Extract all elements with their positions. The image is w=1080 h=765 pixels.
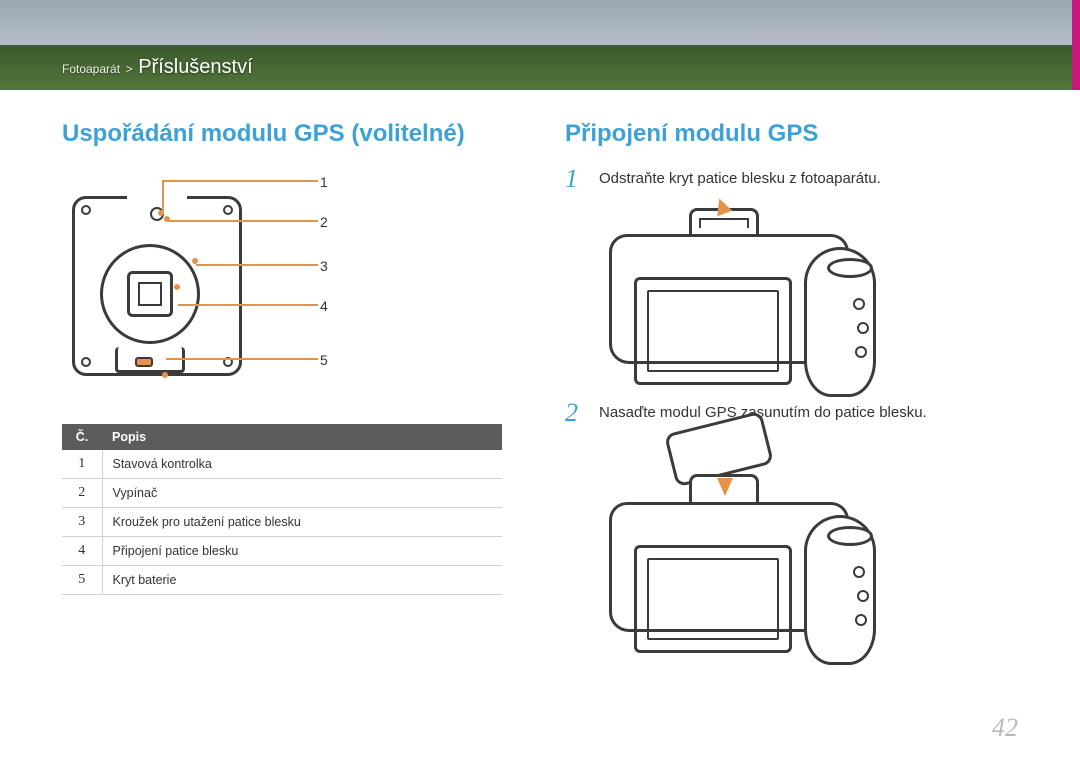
row-desc: Připojení patice blesku bbox=[102, 537, 502, 566]
screw-icon bbox=[81, 357, 91, 367]
table-header-row: Č. Popis bbox=[62, 424, 502, 450]
page-number: 42 bbox=[992, 713, 1018, 743]
row-num: 2 bbox=[62, 479, 102, 508]
camera-body-icon bbox=[609, 234, 849, 364]
leader-line-icon bbox=[178, 286, 318, 306]
leader-line-icon bbox=[162, 180, 164, 211]
mode-dial-icon bbox=[827, 526, 873, 546]
step-text: Odstraňte kryt patice blesku z fotoapará… bbox=[599, 166, 881, 192]
hotshoe-connector-icon bbox=[127, 271, 173, 317]
hotshoe-icon bbox=[699, 218, 749, 228]
camera-screen-icon bbox=[634, 277, 792, 385]
callout-number: 2 bbox=[320, 214, 328, 230]
row-desc: Stavová kontrolka bbox=[102, 450, 502, 479]
leader-line-icon bbox=[162, 180, 318, 211]
gps-module-figure: 1 2 3 4 5 bbox=[62, 166, 515, 406]
right-column: Připojení modulu GPS 1 Odstraňte kryt pa… bbox=[565, 120, 1018, 765]
callout-dot-icon bbox=[162, 372, 168, 378]
row-num: 4 bbox=[62, 537, 102, 566]
row-num: 3 bbox=[62, 508, 102, 537]
content-area: Uspořádání modulu GPS (volitelné) bbox=[0, 90, 1080, 765]
header-banner: Fotoaparát > Příslušenství bbox=[0, 0, 1080, 90]
screen-inner-icon bbox=[647, 558, 779, 640]
breadcrumb: Fotoaparát > Příslušenství bbox=[62, 56, 253, 79]
battery-latch-icon bbox=[135, 357, 153, 367]
camera-button-icon bbox=[853, 298, 865, 310]
insert-arrow-icon bbox=[717, 478, 733, 496]
col-header-description: Popis bbox=[102, 424, 502, 450]
camera-button-icon bbox=[857, 322, 869, 334]
breadcrumb-section: Příslušenství bbox=[138, 56, 252, 78]
callout-number: 1 bbox=[320, 174, 328, 190]
callout-number: 3 bbox=[320, 258, 328, 274]
page-root: Fotoaparát > Příslušenství Uspořádání mo… bbox=[0, 0, 1080, 765]
step-number: 2 bbox=[565, 400, 585, 426]
table-row: 4Připojení patice blesku bbox=[62, 537, 502, 566]
camera-body-icon bbox=[609, 502, 849, 632]
table-row: 1Stavová kontrolka bbox=[62, 450, 502, 479]
camera-button-icon bbox=[857, 590, 869, 602]
step-number: 1 bbox=[565, 166, 585, 192]
camera-button-icon bbox=[855, 614, 867, 626]
mode-dial-icon bbox=[827, 258, 873, 278]
callout-number: 4 bbox=[320, 298, 328, 314]
camera-grip-icon bbox=[804, 247, 876, 397]
row-num: 1 bbox=[62, 450, 102, 479]
row-desc: Vypínač bbox=[102, 479, 502, 508]
right-heading: Připojení modulu GPS bbox=[565, 120, 1018, 148]
parts-table: Č. Popis 1Stavová kontrolka 2Vypínač 3Kr… bbox=[62, 424, 502, 595]
row-desc: Kroužek pro utažení patice blesku bbox=[102, 508, 502, 537]
screw-icon bbox=[81, 205, 91, 215]
leader-line-icon bbox=[196, 264, 318, 266]
breadcrumb-category: Fotoaparát bbox=[62, 62, 120, 76]
col-header-number: Č. bbox=[62, 424, 102, 450]
camera-button-icon bbox=[853, 566, 865, 578]
row-num: 5 bbox=[62, 566, 102, 595]
row-desc: Kryt baterie bbox=[102, 566, 502, 595]
camera-button-icon bbox=[855, 346, 867, 358]
left-heading: Uspořádání modulu GPS (volitelné) bbox=[62, 120, 515, 148]
table-row: 3Kroužek pro utažení patice blesku bbox=[62, 508, 502, 537]
banner-accent-stripe bbox=[1072, 0, 1080, 90]
table-row: 2Vypínač bbox=[62, 479, 502, 508]
banner-sky bbox=[0, 0, 1080, 45]
callout-number: 5 bbox=[320, 352, 328, 368]
camera-figure-1 bbox=[599, 206, 889, 386]
leader-line-icon bbox=[166, 358, 318, 360]
step-1: 1 Odstraňte kryt patice blesku z fotoapa… bbox=[565, 166, 1018, 192]
camera-screen-icon bbox=[634, 545, 792, 653]
camera-grip-icon bbox=[804, 515, 876, 665]
table-row: 5Kryt baterie bbox=[62, 566, 502, 595]
leader-line-icon bbox=[168, 220, 318, 222]
left-column: Uspořádání modulu GPS (volitelné) bbox=[62, 120, 515, 765]
camera-figure-2 bbox=[599, 446, 889, 656]
breadcrumb-separator: > bbox=[126, 62, 133, 76]
screen-inner-icon bbox=[647, 290, 779, 372]
step-2: 2 Nasaďte modul GPS zasunutím do patice … bbox=[565, 400, 1018, 426]
